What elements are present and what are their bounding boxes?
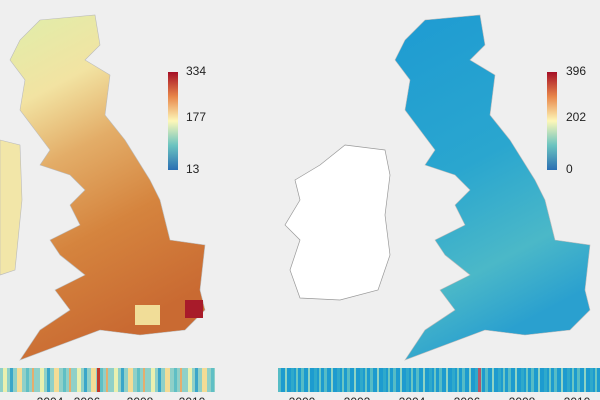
ireland (284, 144, 391, 301)
timeline-strip (278, 368, 600, 392)
great-britain (394, 14, 591, 361)
colorbar (168, 72, 178, 170)
legend-mid: 177 (186, 110, 206, 124)
map-panel: 334 177 13 2004 2006 2008 2010 (0, 14, 215, 400)
timeline-strip (0, 368, 215, 392)
legend-mid: 202 (566, 110, 586, 124)
legend-max: 334 (186, 64, 206, 78)
timeline-label: 2010 (564, 395, 591, 400)
ireland (0, 139, 23, 276)
timeline-label: 2004 (37, 395, 64, 400)
colorbar (547, 72, 557, 170)
hotspot (135, 305, 160, 325)
timeline-label: 2002 (344, 395, 371, 400)
timeline-marker (97, 368, 100, 392)
map-panel: 396 202 0 2000 2002 2004 2006 2008 2010 (278, 14, 600, 400)
legend-min: 13 (186, 162, 200, 176)
timeline-label: 2000 (289, 395, 316, 400)
timeline-label: 2008 (127, 395, 154, 400)
timeline-label: 2010 (179, 395, 206, 400)
timeline-label: 2004 (399, 395, 426, 400)
timeline-label: 2006 (454, 395, 481, 400)
hotspot (185, 300, 203, 318)
legend-max: 396 (566, 64, 586, 78)
legend-min: 0 (566, 162, 573, 176)
timeline-marker (478, 368, 481, 392)
great-britain (9, 14, 206, 361)
timeline-label: 2006 (74, 395, 101, 400)
timeline-label: 2008 (509, 395, 536, 400)
